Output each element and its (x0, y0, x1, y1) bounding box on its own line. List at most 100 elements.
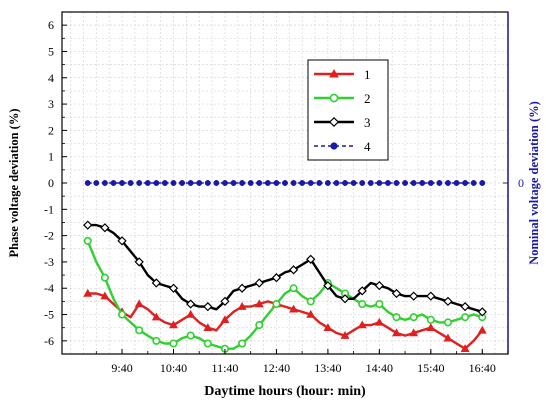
data-point-series-4 (462, 180, 469, 186)
data-point-series-4 (453, 180, 460, 186)
data-point-series-3 (100, 223, 110, 233)
data-point-series-2 (255, 321, 264, 330)
data-point-series-2 (461, 313, 470, 322)
y-tick-label: -3 (44, 255, 54, 269)
data-point-series-3 (237, 283, 247, 293)
data-point-series-2 (443, 318, 452, 327)
data-point-series-4 (384, 180, 391, 186)
data-point-series-4 (136, 180, 143, 186)
data-point-series-1 (460, 344, 470, 352)
legend-marker-3 (328, 116, 340, 128)
data-point-series-4 (187, 180, 194, 186)
data-point-series-2 (83, 236, 92, 245)
y-tick-label: 2 (48, 123, 54, 137)
data-point-series-2 (375, 299, 384, 309)
data-point-series-3 (374, 280, 384, 291)
data-point-series-1 (220, 315, 230, 324)
data-point-series-3 (391, 288, 402, 299)
data-point-series-4 (264, 180, 271, 186)
data-point-series-3 (203, 301, 213, 312)
legend-label-3: 3 (364, 115, 371, 130)
y-tick-label: 0 (48, 176, 54, 190)
data-point-series-4 (119, 180, 126, 186)
data-point-series-4 (196, 180, 203, 186)
data-point-series-1 (340, 330, 350, 339)
x-tick-label: 11:40 (212, 361, 239, 375)
y-tick-label: 1 (48, 150, 54, 164)
data-point-series-3 (340, 294, 350, 304)
data-point-series-4 (307, 180, 314, 186)
data-point-series-4 (436, 180, 443, 186)
data-point-series-1 (289, 304, 299, 313)
y2-axis-ticks: 0 (503, 176, 524, 190)
data-point-series-2 (203, 339, 212, 348)
data-point-series-4 (470, 180, 477, 186)
series-line-3 (87, 223, 483, 314)
data-point-series-1 (254, 299, 264, 308)
data-point-series-2 (118, 310, 127, 319)
data-point-series-1 (151, 312, 161, 321)
data-point-series-2 (186, 331, 195, 340)
series-1 (83, 288, 487, 352)
data-point-series-2 (392, 313, 401, 322)
data-point-series-4 (256, 180, 263, 186)
data-point-series-3 (134, 257, 144, 267)
data-point-series-1 (83, 288, 93, 297)
data-point-series-4 (444, 180, 451, 186)
series-2 (83, 236, 487, 353)
legend-label-4: 4 (364, 139, 371, 154)
data-point-series-3 (288, 265, 299, 275)
y-tick-label: -6 (44, 334, 54, 348)
data-point-series-3 (168, 283, 179, 293)
data-point-series-1 (306, 309, 316, 318)
data-point-series-4 (402, 180, 409, 186)
legend-label-1: 1 (364, 67, 371, 82)
data-point-series-4 (419, 180, 426, 186)
y-tick-label: -4 (44, 281, 54, 295)
data-point-series-4 (230, 180, 237, 186)
series-line-1 (87, 292, 484, 350)
data-point-series-2 (100, 273, 109, 282)
data-point-series-4 (101, 180, 108, 186)
series-layer (83, 180, 487, 353)
data-point-series-2 (409, 313, 418, 322)
data-point-series-2 (238, 339, 247, 348)
data-point-series-2 (272, 299, 281, 309)
data-point-series-4 (367, 180, 374, 186)
data-point-series-4 (359, 180, 366, 186)
data-point-series-3 (477, 307, 487, 317)
data-point-series-3 (151, 278, 161, 288)
data-point-series-4 (410, 180, 417, 186)
x-tick-label: 12:40 (263, 361, 290, 375)
x-tick-label: 10:40 (160, 361, 187, 375)
x-tick-label: 16:40 (469, 361, 496, 375)
data-point-series-4 (290, 180, 297, 186)
y-axis-ticks: 6 5 4 3 2 1 0 -1 -2 -3 -4 -5 -6 (44, 11, 67, 355)
legend-marker-1 (329, 68, 339, 78)
data-point-series-3 (460, 301, 470, 312)
data-point-series-3 (409, 291, 419, 301)
data-point-series-2 (306, 297, 315, 306)
data-point-series-2 (426, 315, 435, 324)
data-point-series-2 (135, 326, 144, 335)
data-point-series-1 (374, 317, 384, 326)
data-point-series-2 (289, 284, 298, 293)
data-point-series-3 (83, 220, 93, 230)
data-point-series-3 (271, 273, 282, 283)
data-point-series-1 (169, 320, 178, 329)
data-point-series-1 (426, 323, 436, 331)
data-point-series-4 (221, 180, 228, 186)
x-axis-ticks: 9:40 10:40 11:40 12:40 13:40 14:40 15:40 16:40 (95, 349, 509, 375)
legend: 1 2 3 4 (307, 59, 389, 161)
data-point-series-2 (358, 299, 367, 309)
data-point-series-4 (247, 180, 254, 186)
data-point-series-4 (110, 180, 117, 186)
data-point-series-4 (127, 180, 134, 186)
y-tick-label: -2 (44, 229, 54, 243)
legend-marker-2 (329, 93, 339, 103)
data-point-series-4 (427, 180, 434, 186)
data-point-series-3 (220, 296, 230, 307)
data-point-series-4 (93, 180, 100, 186)
y2-axis-label: Nominal voltage deviation (%) (527, 101, 541, 265)
